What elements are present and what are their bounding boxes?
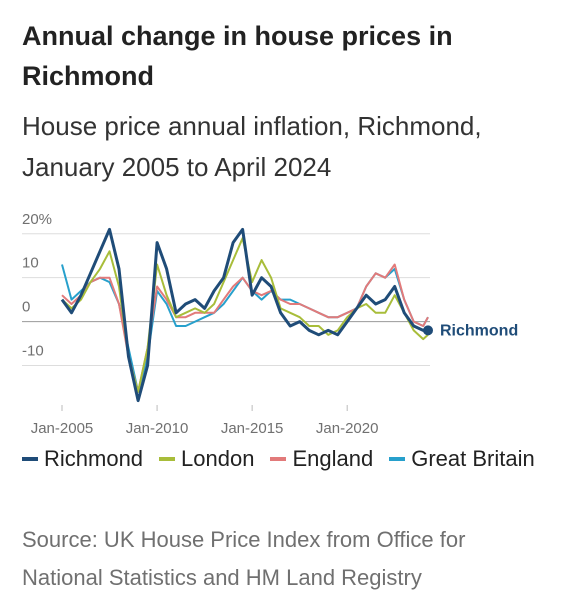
end-label: Richmond [440, 322, 518, 339]
y-tick-label: 0 [22, 299, 30, 316]
series-line [61, 264, 429, 393]
legend-label: England [292, 446, 374, 471]
legend-swatch [389, 457, 406, 461]
legend-swatch [159, 457, 176, 461]
series-line [61, 263, 429, 393]
x-tick-label: Jan-2020 [316, 420, 379, 437]
source-note: Source: UK House Price Index from Office… [22, 527, 466, 590]
chart-subtitle: House price annual inflation, Richmond, … [22, 111, 482, 182]
legend-label: Richmond [44, 446, 144, 471]
x-tick-label: Jan-2010 [126, 420, 189, 437]
y-tick-label: -10 [22, 342, 44, 359]
legend-label: London [181, 446, 255, 471]
chart-title: Annual change in house prices in Richmon… [22, 21, 453, 91]
legend-item: Richmond [22, 440, 143, 478]
legend-swatch [22, 457, 38, 461]
chart: -10 0 10 20% Jan-2005 Jan-2010 Jan-2015 Jan-202… [22, 211, 518, 437]
x-tick-label: Jan-2015 [221, 420, 284, 437]
legend-item: England [270, 440, 373, 478]
y-tick-label: 10 [22, 255, 39, 272]
legend: Richmond London England Great Britain [22, 440, 542, 478]
y-tick-label: 20% [22, 211, 52, 228]
legend-swatch [270, 457, 287, 461]
end-point [423, 325, 433, 336]
legend-label: Great Britain [411, 446, 535, 471]
x-tick-label: Jan-2005 [31, 420, 94, 437]
legend-item: London [159, 440, 254, 478]
series-line [60, 227, 428, 403]
legend-item: Great Britain [389, 440, 535, 478]
